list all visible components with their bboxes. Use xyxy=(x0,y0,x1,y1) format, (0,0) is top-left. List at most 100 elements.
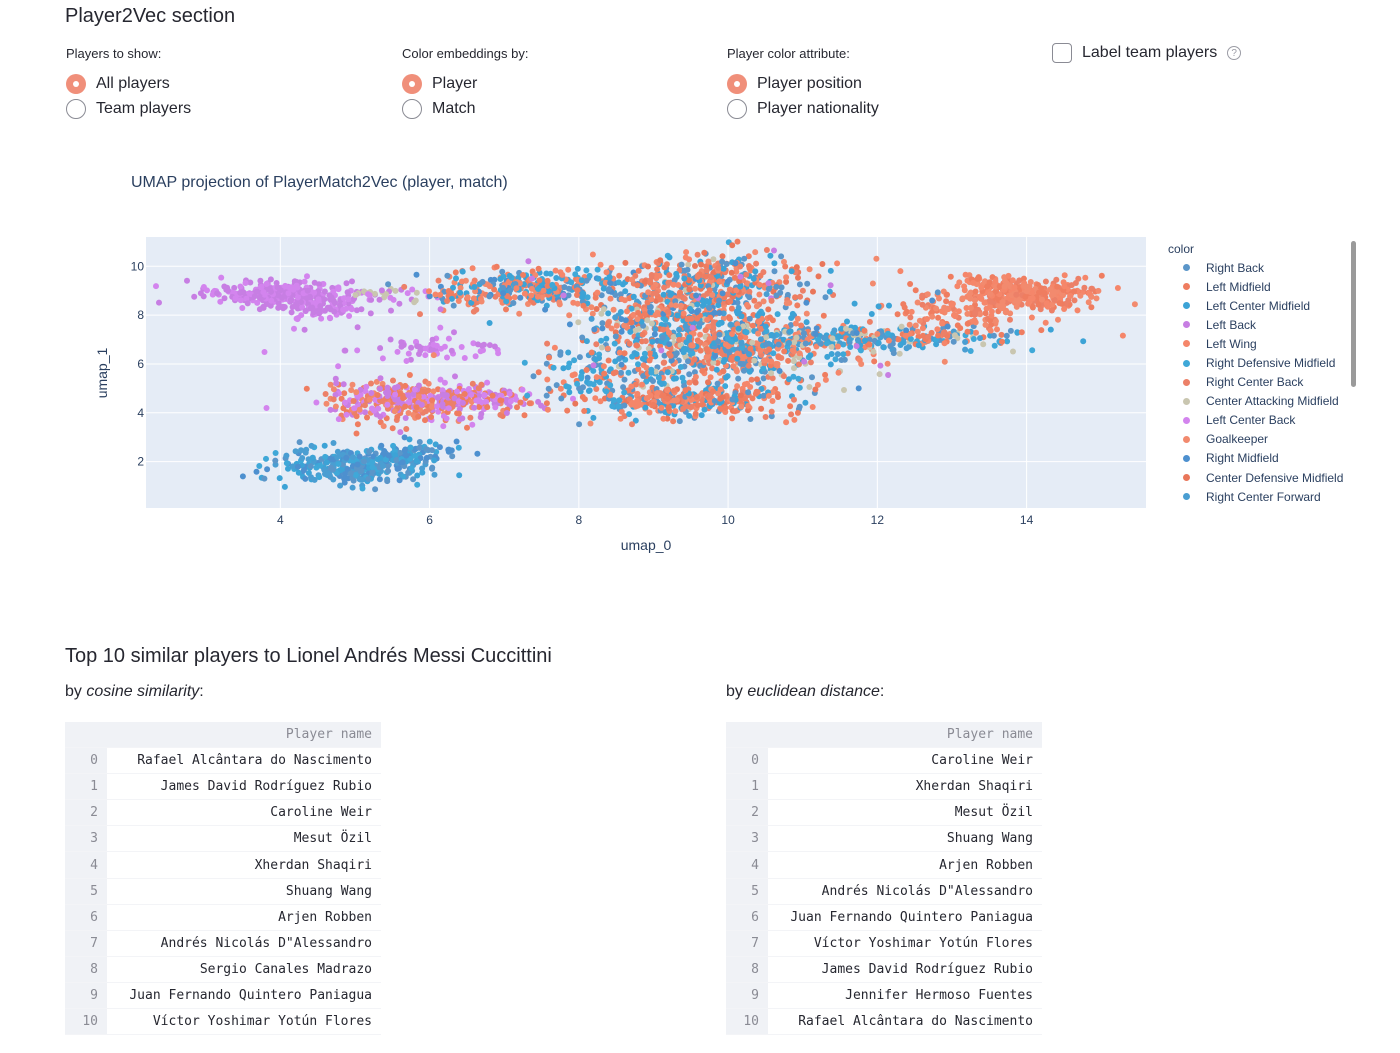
scatter-point[interactable] xyxy=(330,386,337,393)
scatter-point[interactable] xyxy=(719,253,726,260)
scatter-point[interactable] xyxy=(711,309,718,316)
scatter-point[interactable] xyxy=(330,440,337,446)
scatter-point[interactable] xyxy=(470,340,477,347)
scatter-point[interactable] xyxy=(588,315,595,322)
scatter-point[interactable] xyxy=(1009,277,1016,284)
scatter-point[interactable] xyxy=(534,293,541,300)
scatter-point[interactable] xyxy=(451,329,457,336)
scatter-point[interactable] xyxy=(627,328,634,335)
scatter-point[interactable] xyxy=(710,319,717,326)
scatter-point[interactable] xyxy=(503,298,510,305)
scatter-point[interactable] xyxy=(616,397,623,404)
scatter-point[interactable] xyxy=(352,292,359,298)
scatter-point[interactable] xyxy=(302,308,309,314)
scatter-point[interactable] xyxy=(693,394,700,401)
scatter-point[interactable] xyxy=(762,414,769,420)
scatter-point[interactable] xyxy=(497,397,504,404)
scatter-point[interactable] xyxy=(489,392,496,399)
scatter-point[interactable] xyxy=(368,390,375,396)
scatter-point[interactable] xyxy=(1042,319,1049,326)
scatter-point[interactable] xyxy=(388,307,394,314)
scatter-point[interactable] xyxy=(300,467,307,474)
scatter-point[interactable] xyxy=(433,342,440,349)
scatter-point[interactable] xyxy=(774,311,781,318)
scatter-point[interactable] xyxy=(948,301,955,308)
scatter-point[interactable] xyxy=(775,354,782,361)
scatter-point[interactable] xyxy=(672,408,679,415)
scatter-point[interactable] xyxy=(1098,272,1105,279)
scatter-point[interactable] xyxy=(841,387,847,393)
scatter-point[interactable] xyxy=(516,310,523,317)
scatter-point[interactable] xyxy=(586,272,593,279)
scatter-point[interactable] xyxy=(814,381,821,388)
scatter-point[interactable] xyxy=(402,403,409,410)
scatter-point[interactable] xyxy=(583,277,590,284)
scatter-point[interactable] xyxy=(376,385,383,392)
scatter-point[interactable] xyxy=(368,380,374,387)
scatter-point[interactable] xyxy=(535,398,542,405)
scatter-point[interactable] xyxy=(1004,338,1011,345)
scatter-point[interactable] xyxy=(871,358,878,365)
scatter-point[interactable] xyxy=(977,311,983,318)
scatter-point[interactable] xyxy=(281,483,288,490)
scatter-point[interactable] xyxy=(507,287,514,294)
scatter-point[interactable] xyxy=(781,258,787,265)
scatter-point[interactable] xyxy=(990,332,997,339)
scatter-point[interactable] xyxy=(763,247,770,253)
scatter-point[interactable] xyxy=(652,326,659,333)
scatter-point[interactable] xyxy=(950,338,957,345)
scatter-point[interactable] xyxy=(768,358,775,365)
scatter-point[interactable] xyxy=(437,291,444,298)
scatter-point[interactable] xyxy=(732,408,738,415)
scatter-point[interactable] xyxy=(426,288,432,295)
scatter-point[interactable] xyxy=(444,272,451,279)
scatter-point[interactable] xyxy=(457,284,464,291)
scatter-point[interactable] xyxy=(705,299,712,306)
scatter-point[interactable] xyxy=(486,320,493,326)
scatter-point[interactable] xyxy=(366,448,373,455)
scatter-point[interactable] xyxy=(204,287,210,294)
scatter-point[interactable] xyxy=(844,350,851,357)
scatter-point[interactable] xyxy=(761,357,768,364)
scatter-point[interactable] xyxy=(543,400,550,407)
scatter-point[interactable] xyxy=(757,347,764,354)
scatter-point[interactable] xyxy=(775,394,781,400)
scatter-point[interactable] xyxy=(254,299,261,306)
scatter-point[interactable] xyxy=(429,397,436,404)
scatter-point[interactable] xyxy=(293,301,300,308)
scatter-point[interactable] xyxy=(668,290,675,297)
scatter-point[interactable] xyxy=(677,289,683,296)
scatter-point[interactable] xyxy=(692,263,698,269)
scatter-point[interactable] xyxy=(692,379,699,386)
scatter-point[interactable] xyxy=(1088,304,1095,311)
scatter-point[interactable] xyxy=(393,457,400,463)
player-name-cell[interactable]: James David Rodríguez Rubio xyxy=(821,961,1033,977)
scatter-point[interactable] xyxy=(313,399,320,406)
scatter-point[interactable] xyxy=(510,300,517,306)
scatter-point[interactable] xyxy=(687,305,693,312)
scatter-point[interactable] xyxy=(371,290,378,297)
scatter-point[interactable] xyxy=(810,288,816,295)
scatter-point[interactable] xyxy=(647,279,654,286)
scatter-point[interactable] xyxy=(741,367,747,374)
scatter-point[interactable] xyxy=(740,323,747,330)
scatter-point[interactable] xyxy=(514,404,520,411)
scatter-point[interactable] xyxy=(803,319,810,326)
scatter-point[interactable] xyxy=(418,401,425,408)
scatter-point[interactable] xyxy=(358,306,365,313)
scatter-point[interactable] xyxy=(453,438,460,445)
scatter-point[interactable] xyxy=(641,311,648,317)
scatter-point[interactable] xyxy=(907,336,914,342)
scatter-point[interactable] xyxy=(807,359,814,366)
scatter-point[interactable] xyxy=(618,408,625,415)
scatter-point[interactable] xyxy=(599,325,606,332)
scatter-point[interactable] xyxy=(373,378,380,385)
player-name-cell[interactable]: Shuang Wang xyxy=(946,831,1033,847)
scatter-point[interactable] xyxy=(564,407,571,414)
scatter-point[interactable] xyxy=(378,442,385,449)
scatter-point[interactable] xyxy=(309,454,316,461)
scatter-point[interactable] xyxy=(384,401,391,408)
scatter-point[interactable] xyxy=(426,438,433,445)
scatter-point[interactable] xyxy=(639,355,646,362)
scatter-point[interactable] xyxy=(749,395,756,402)
